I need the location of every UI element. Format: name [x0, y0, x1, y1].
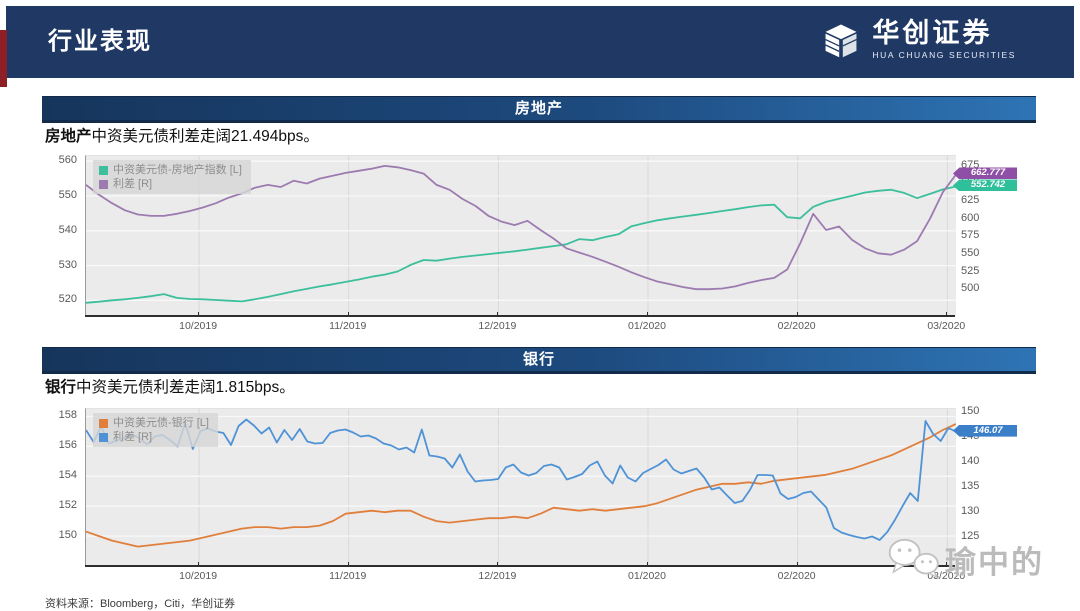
legend: 中资美元债-银行 [L] 利差 [R]	[93, 413, 218, 447]
axis-tick	[347, 312, 349, 317]
x-tick-label: 11/2019	[329, 320, 367, 332]
legend-label: 利差 [R]	[113, 178, 153, 190]
value-label: 662.777	[953, 167, 1017, 180]
right-tick-label: 125	[961, 530, 980, 542]
left-tick-label: 540	[58, 223, 77, 236]
legend-label: 中资美元债-银行 [L]	[113, 417, 209, 429]
x-tick-label: 01/2020	[628, 320, 666, 332]
huachuang-logo-icon	[825, 24, 858, 58]
x-tick-label: 01/2020	[628, 570, 666, 582]
watermark-text: 瑜中的	[945, 544, 1044, 580]
left-tick-label: 530	[58, 258, 77, 271]
plot-area	[85, 155, 956, 316]
left-tick-label: 150	[58, 529, 77, 542]
right-tick-label: 625	[961, 194, 980, 207]
caption-rest: 中资美元债利差走阔21.494bps。	[91, 128, 319, 145]
x-tick-label: 02/2020	[777, 570, 816, 582]
right-tick-label: 525	[961, 264, 980, 277]
right-tick-label: 675	[961, 158, 980, 171]
right-tick-label: 550	[961, 246, 980, 259]
series-line-0	[86, 423, 956, 548]
legend-item: 利差 [R]	[99, 430, 209, 444]
left-axis: 560 550 540 530 520	[45, 150, 81, 337]
x-tick-label: 10/2019	[179, 570, 218, 582]
axis-tick	[946, 562, 948, 567]
x-axis: 10/2019 11/2019 12/2019 01/2020 02/2020 03/20…	[45, 562, 1036, 587]
axis-tick	[497, 312, 499, 317]
page-title: 行业表现	[48, 28, 152, 55]
left-tick-label: 156	[58, 439, 77, 452]
right-tick-label: 130	[961, 505, 980, 517]
axis-tick	[647, 562, 648, 567]
x-tick-label: 12/2019	[478, 570, 517, 582]
axis-tick	[347, 562, 349, 567]
value-label: 146.07	[953, 424, 1017, 437]
huachuang-logo: 华创证券 HUA CHUANG SECURITIES	[820, 20, 1016, 60]
x-tick-label: 11/2019	[329, 570, 367, 582]
right-tick-label: 150	[961, 405, 980, 417]
red-accent-bar	[0, 30, 7, 87]
axis-tick	[647, 312, 648, 317]
header: 行业表现 华创证券 HUA CHUANG SECURITIES	[6, 6, 1074, 78]
left-axis: 158 156 154 152 150	[45, 401, 81, 587]
value-label: 552.742	[953, 179, 1017, 192]
chart-canvas	[86, 156, 956, 316]
axis-tick	[796, 562, 798, 567]
left-tick-label: 152	[58, 499, 77, 512]
caption-real-estate: 房地产中资美元债利差走阔21.494bps。	[45, 127, 1036, 147]
left-tick-label: 520	[58, 293, 77, 306]
source-note: 资料来源：Bloomberg，Citi，华创证券	[45, 598, 236, 610]
legend-label: 利差 [R]	[113, 431, 153, 443]
banner-real-estate: 房地产	[42, 96, 1036, 123]
legend-swatch	[99, 165, 108, 175]
right-tick-label: 600	[961, 211, 980, 224]
right-tick-label: 575	[961, 229, 980, 242]
wechat-icon	[888, 538, 940, 580]
x-tick-label: 03/2020	[927, 570, 966, 582]
legend-swatch	[99, 179, 108, 189]
caption-rest: 中资美元债利差走阔1.815bps。	[76, 379, 295, 396]
banner-bank: 银行	[42, 347, 1036, 374]
left-tick-label: 560	[58, 154, 77, 167]
axis-tick	[946, 312, 948, 317]
legend-label: 中资美元债-房地产指数 [L]	[113, 164, 242, 176]
legend-swatch	[99, 432, 108, 442]
caption-bold: 银行	[45, 379, 77, 396]
x-tick-label: 12/2019	[478, 320, 517, 332]
caption-bank: 银行中资美元债利差走阔1.815bps。	[45, 378, 1036, 398]
x-axis: 10/2019 11/2019 12/2019 01/2020 02/2020 03/20…	[45, 312, 1036, 337]
axis-line	[85, 562, 955, 567]
left-tick-label: 154	[58, 469, 77, 482]
legend-item: 利差 [R]	[99, 177, 242, 191]
caption-bold: 房地产	[45, 128, 92, 145]
series-line-1	[86, 418, 956, 541]
axis-line	[85, 312, 955, 317]
x-tick-label: 03/2020	[927, 320, 966, 332]
legend-swatch	[99, 418, 108, 428]
right-tick-label: 500	[961, 282, 980, 295]
logo-cn-text: 华创证券	[872, 18, 993, 49]
left-tick-label: 158	[58, 409, 77, 422]
right-tick-label: 135	[961, 480, 980, 492]
logo-en-text: HUA CHUANG SECURITIES	[872, 50, 1016, 61]
chart-canvas	[86, 409, 956, 566]
plot-area	[85, 408, 956, 566]
legend-item: 中资美元债-银行 [L]	[99, 416, 209, 430]
right-tick-label: 140	[961, 455, 980, 467]
axis-tick	[796, 312, 798, 317]
legend: 中资美元债-房地产指数 [L] 利差 [R]	[93, 160, 251, 194]
series-line-0	[86, 185, 956, 304]
axis-tick	[497, 562, 499, 567]
x-tick-label: 02/2020	[777, 320, 816, 332]
legend-item: 中资美元债-房地产指数 [L]	[99, 163, 242, 177]
x-tick-label: 10/2019	[179, 320, 218, 332]
left-tick-label: 550	[58, 189, 77, 201]
series-line-1	[86, 164, 956, 291]
axis-tick	[198, 312, 200, 317]
watermark: 瑜中的	[885, 536, 1044, 582]
axis-tick	[198, 562, 200, 567]
